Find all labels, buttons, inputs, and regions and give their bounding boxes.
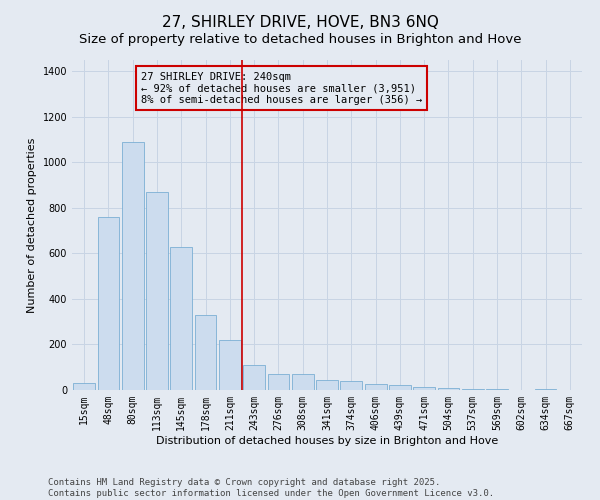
Bar [535,389,556,390]
Bar [194,315,217,390]
Bar [413,386,435,390]
Bar [292,374,314,390]
Bar [316,380,338,390]
Bar [268,374,289,390]
Text: 27, SHIRLEY DRIVE, HOVE, BN3 6NQ: 27, SHIRLEY DRIVE, HOVE, BN3 6NQ [161,15,439,30]
Text: Size of property relative to detached houses in Brighton and Hove: Size of property relative to detached ho… [79,32,521,46]
Bar [170,246,192,390]
Bar [340,381,362,390]
Text: Contains HM Land Registry data © Crown copyright and database right 2025.
Contai: Contains HM Land Registry data © Crown c… [48,478,494,498]
X-axis label: Distribution of detached houses by size in Brighton and Hove: Distribution of detached houses by size … [156,436,498,446]
Bar [122,142,143,390]
Text: 27 SHIRLEY DRIVE: 240sqm
← 92% of detached houses are smaller (3,951)
8% of semi: 27 SHIRLEY DRIVE: 240sqm ← 92% of detach… [141,72,422,105]
Bar [73,383,95,390]
Bar [243,365,265,390]
Bar [365,384,386,390]
Bar [146,192,168,390]
Bar [219,340,241,390]
Bar [97,217,119,390]
Bar [437,388,460,390]
Y-axis label: Number of detached properties: Number of detached properties [27,138,37,312]
Bar [462,389,484,390]
Bar [389,386,411,390]
